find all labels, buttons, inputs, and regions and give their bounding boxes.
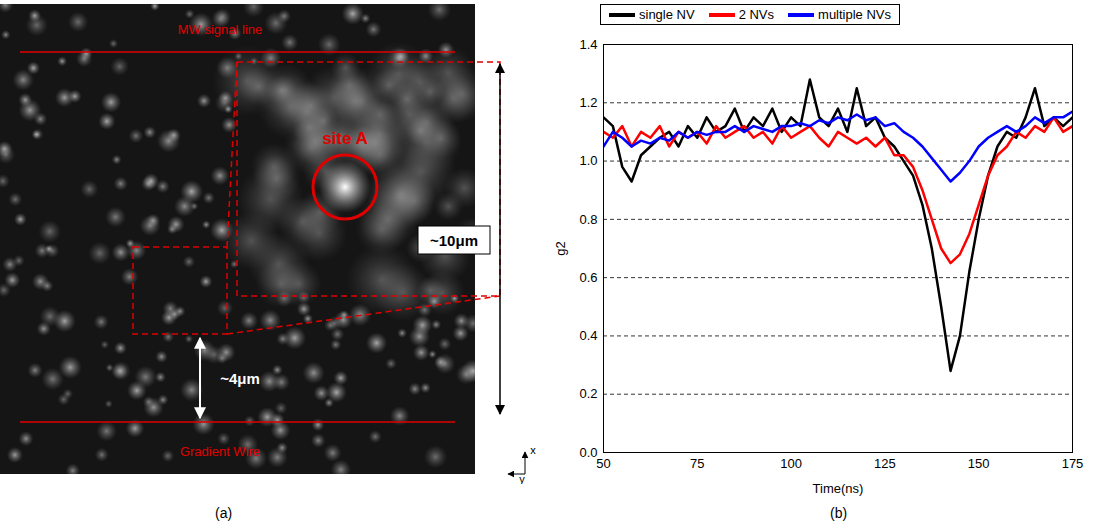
html-text:multiple NVs: multiple NVs bbox=[818, 7, 891, 22]
svg-text:175: 175 bbox=[1062, 456, 1084, 471]
svg-text:50: 50 bbox=[596, 456, 610, 471]
svg-text:125: 125 bbox=[874, 456, 896, 471]
svg-text:~10μm: ~10μm bbox=[430, 232, 478, 249]
html-text:(a): (a) bbox=[215, 505, 233, 521]
svg-text:x: x bbox=[530, 444, 536, 456]
svg-text:100: 100 bbox=[780, 456, 802, 471]
svg-text:y: y bbox=[519, 473, 525, 484]
svg-text:0.8: 0.8 bbox=[579, 212, 597, 227]
svg-text:1.0: 1.0 bbox=[579, 153, 597, 168]
svg-text:0.6: 0.6 bbox=[579, 270, 597, 285]
svg-text:~4μm: ~4μm bbox=[220, 370, 260, 387]
html-text:single NV: single NV bbox=[639, 7, 695, 22]
html-text:2 NVs: 2 NVs bbox=[738, 7, 774, 22]
svg-text:150: 150 bbox=[968, 456, 990, 471]
svg-text:site A: site A bbox=[322, 129, 368, 148]
svg-text:Time(ns): Time(ns) bbox=[813, 481, 864, 496]
html-text:(b): (b) bbox=[830, 505, 848, 521]
svg-text:0.4: 0.4 bbox=[579, 328, 597, 343]
svg-text:1.4: 1.4 bbox=[579, 37, 597, 52]
svg-text:75: 75 bbox=[690, 456, 704, 471]
svg-text:g2: g2 bbox=[553, 241, 568, 255]
svg-text:MW signal line: MW signal line bbox=[178, 22, 263, 37]
svg-text:0.0: 0.0 bbox=[579, 445, 597, 460]
svg-text:Gradient Wire: Gradient Wire bbox=[180, 444, 260, 459]
svg-text:1.2: 1.2 bbox=[579, 95, 597, 110]
svg-text:0.2: 0.2 bbox=[579, 386, 597, 401]
